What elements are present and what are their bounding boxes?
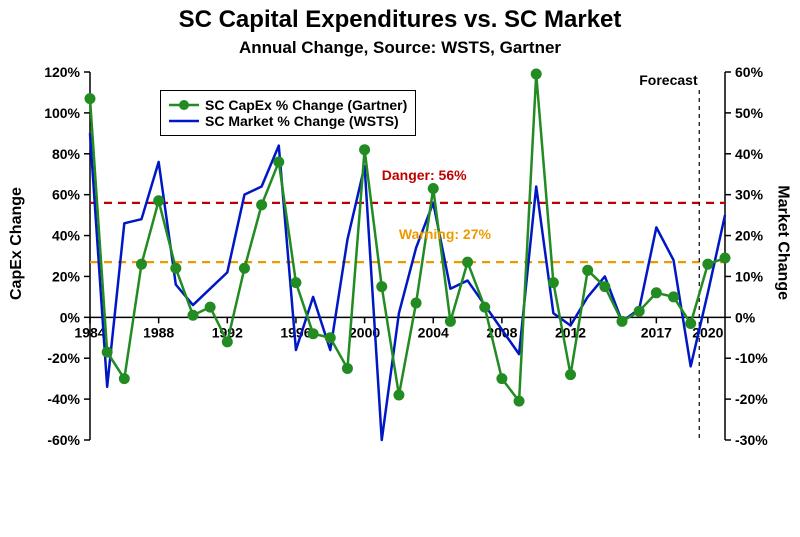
svg-text:50%: 50%: [735, 105, 764, 121]
legend: SC CapEx % Change (Gartner) SC Market % …: [160, 90, 416, 136]
legend-label-market: SC Market % Change (WSTS): [205, 113, 399, 129]
svg-text:-20%: -20%: [47, 350, 80, 366]
svg-text:40%: 40%: [52, 228, 81, 244]
svg-text:120%: 120%: [44, 64, 80, 80]
svg-text:80%: 80%: [52, 146, 81, 162]
forecast-label: Forecast: [639, 72, 697, 88]
svg-text:1988: 1988: [143, 324, 174, 340]
svg-text:60%: 60%: [735, 64, 764, 80]
legend-swatch-market: [169, 114, 199, 128]
legend-item-capex: SC CapEx % Change (Gartner): [169, 97, 407, 113]
svg-text:-60%: -60%: [47, 432, 80, 448]
svg-text:100%: 100%: [44, 105, 80, 121]
danger-label: Danger: 56%: [382, 167, 467, 183]
warning-label: Warning: 27%: [399, 226, 491, 242]
svg-text:2004: 2004: [418, 324, 449, 340]
svg-text:0%: 0%: [735, 309, 756, 325]
svg-text:20%: 20%: [735, 228, 764, 244]
svg-text:30%: 30%: [735, 187, 764, 203]
svg-text:2017: 2017: [641, 324, 672, 340]
svg-text:60%: 60%: [52, 187, 81, 203]
chart-container: SC Capital Expenditures vs. SC Market An…: [0, 0, 800, 537]
svg-text:-40%: -40%: [47, 391, 80, 407]
svg-text:-10%: -10%: [735, 350, 768, 366]
svg-text:40%: 40%: [735, 146, 764, 162]
svg-text:20%: 20%: [52, 268, 81, 284]
svg-text:-30%: -30%: [735, 432, 768, 448]
svg-text:-20%: -20%: [735, 391, 768, 407]
svg-text:0%: 0%: [60, 309, 81, 325]
legend-label-capex: SC CapEx % Change (Gartner): [205, 97, 407, 113]
svg-text:10%: 10%: [735, 268, 764, 284]
legend-swatch-capex: [169, 98, 199, 112]
legend-item-market: SC Market % Change (WSTS): [169, 113, 407, 129]
